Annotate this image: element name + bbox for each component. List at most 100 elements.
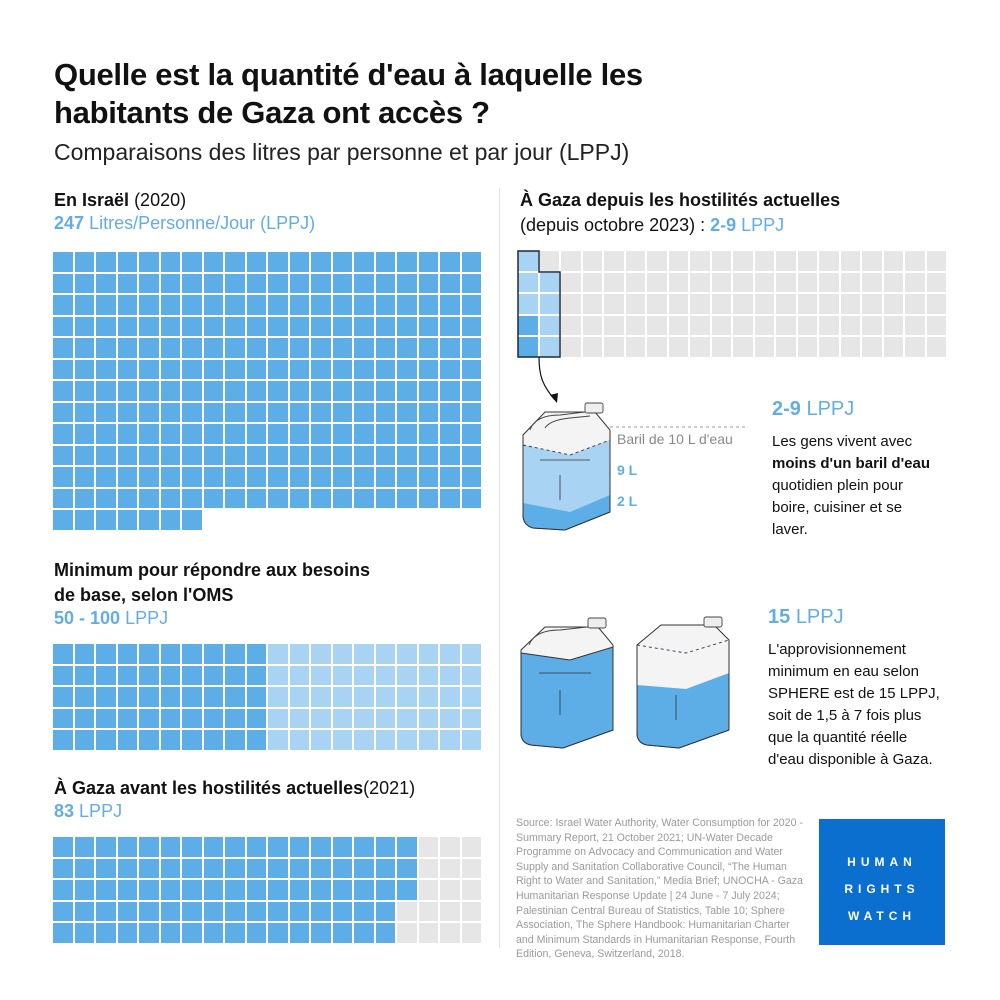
waffle-cell	[116, 337, 138, 359]
waffle-cell	[52, 900, 74, 922]
waffle-cell	[181, 466, 203, 488]
waffle-cell	[331, 401, 353, 423]
waffle-cell	[374, 401, 396, 423]
waffle-cell	[396, 707, 418, 729]
waffle-cell	[460, 836, 482, 858]
waffle-cell	[73, 380, 95, 402]
waffle-cell	[374, 337, 396, 359]
waffle-cell	[288, 444, 310, 466]
waffle-cell	[753, 293, 775, 315]
waffle-cell	[353, 900, 375, 922]
waffle-cell	[882, 293, 904, 315]
waffle-cell	[52, 466, 74, 488]
waffle-cell	[73, 337, 95, 359]
waffle-cell	[202, 879, 224, 901]
waffle-cell	[775, 250, 797, 272]
waffle-cell	[310, 836, 332, 858]
waffle-cell	[417, 487, 439, 509]
waffle-cell	[796, 336, 818, 358]
waffle-cell	[138, 466, 160, 488]
waffle-cell	[310, 444, 332, 466]
waffle-cell	[267, 707, 289, 729]
waffle-cell	[417, 380, 439, 402]
waffle-cell	[310, 358, 332, 380]
waffle-cell	[331, 643, 353, 665]
waffle-cell	[331, 358, 353, 380]
waffle-cell	[224, 315, 246, 337]
waffle-cell	[396, 686, 418, 708]
waffle-cell	[396, 272, 418, 294]
waffle-cell	[159, 487, 181, 509]
waffle-cell	[460, 423, 482, 445]
waffle-cell	[460, 272, 482, 294]
waffle-cell	[374, 466, 396, 488]
waffle-cell	[460, 315, 482, 337]
waffle-cell	[710, 250, 732, 272]
waffle-cell	[331, 315, 353, 337]
waffle-cell	[374, 900, 396, 922]
waffle-cell	[439, 487, 461, 509]
waffle-cell	[181, 857, 203, 879]
waffle-cell	[310, 643, 332, 665]
waffle-cell	[775, 336, 797, 358]
waffle-cell	[159, 729, 181, 751]
waffle-cell	[267, 879, 289, 901]
waffle-cell	[839, 314, 861, 336]
waffle-cell	[138, 686, 160, 708]
waffle-cell	[138, 836, 160, 858]
waffle-cell	[181, 358, 203, 380]
waffle-cell	[181, 423, 203, 445]
waffle-cell	[95, 337, 117, 359]
waffle-cell	[818, 250, 840, 272]
waffle-cell	[460, 487, 482, 509]
waffle-cell	[288, 729, 310, 751]
waffle-cell	[224, 487, 246, 509]
waffle-cell	[95, 444, 117, 466]
waffle-cell	[310, 857, 332, 879]
waffle-cell	[95, 487, 117, 509]
waffle-cell	[839, 271, 861, 293]
waffle-cell	[95, 358, 117, 380]
waffle-cell	[116, 358, 138, 380]
waffle-cell	[181, 294, 203, 316]
waffle-cell	[73, 900, 95, 922]
waffle-cell	[624, 271, 646, 293]
waffle-cell	[224, 358, 246, 380]
waffle-cell	[116, 401, 138, 423]
waffle-cell	[95, 466, 117, 488]
waffle-cell	[288, 686, 310, 708]
waffle-cell	[396, 836, 418, 858]
waffle-cell	[310, 423, 332, 445]
level-high: 9 L	[617, 462, 638, 478]
waffle-cell	[202, 922, 224, 944]
waffle-cell	[439, 358, 461, 380]
waffle-cell	[374, 315, 396, 337]
waffle-cell	[138, 509, 160, 531]
waffle-cell	[288, 900, 310, 922]
waffle-cell	[581, 250, 603, 272]
waffle-cell	[116, 487, 138, 509]
waffle-cell	[224, 879, 246, 901]
waffle-cell	[245, 423, 267, 445]
waffle-cell	[288, 664, 310, 686]
waffle-cell	[138, 900, 160, 922]
waffle-cell	[138, 707, 160, 729]
waffle-cell	[374, 423, 396, 445]
waffle-cell	[73, 487, 95, 509]
waffle-cell	[52, 380, 74, 402]
waffle-cell	[52, 251, 74, 273]
waffle-cell	[138, 444, 160, 466]
waffle-cell	[116, 466, 138, 488]
waffle-cell	[138, 423, 160, 445]
waffle-cell	[73, 643, 95, 665]
waffle-cell	[732, 336, 754, 358]
waffle-cell	[245, 487, 267, 509]
jerrycan-icon	[522, 402, 745, 531]
waffle-cell	[116, 900, 138, 922]
waffle-cell	[396, 729, 418, 751]
waffle-cell	[374, 643, 396, 665]
waffle-cell	[202, 686, 224, 708]
waffle-cell	[181, 487, 203, 509]
waffle-cell	[353, 315, 375, 337]
waffle-cell	[396, 879, 418, 901]
